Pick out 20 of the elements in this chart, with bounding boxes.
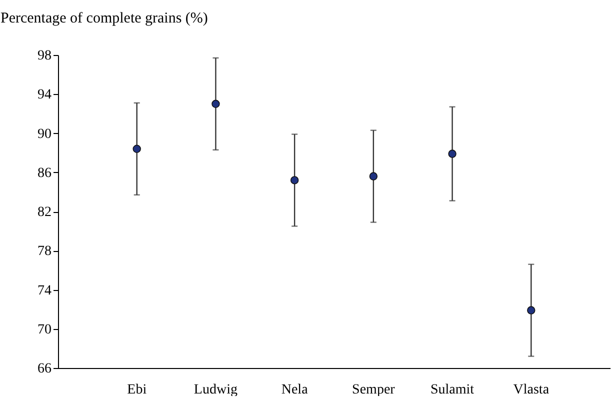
point — [448, 150, 456, 158]
point — [527, 306, 536, 314]
y-tick-label: 82 — [38, 205, 52, 220]
y-tick-label: 66 — [38, 362, 52, 376]
point — [132, 144, 141, 153]
y-tick-label: 86 — [38, 166, 52, 181]
x-tick-label: Sulamit — [430, 382, 474, 398]
point — [290, 176, 299, 184]
x-tick-label: Ebi — [127, 382, 147, 398]
x-tick-label: Vlasta — [513, 382, 550, 398]
point — [369, 172, 378, 180]
y-tick-label: 78 — [38, 244, 52, 260]
y-tick-label: 98 — [38, 48, 52, 64]
y-tick-label: 70 — [38, 322, 52, 338]
y-tick-label: 74 — [38, 283, 52, 298]
y-tick-label: 90 — [38, 126, 52, 142]
y-tick-label: 94 — [38, 88, 52, 103]
point — [212, 100, 220, 108]
y-axis-title: Percentage of complete grains (%) — [0, 10, 208, 26]
x-tick-label: Nela — [281, 382, 309, 398]
